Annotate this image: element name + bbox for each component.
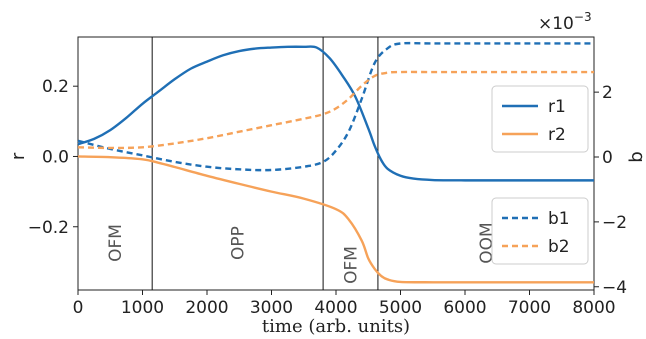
right-y-tick-label: 2	[602, 83, 613, 103]
x-tick-label: 6000	[443, 298, 486, 318]
legend-box	[491, 197, 589, 265]
x-tick-label: 1000	[121, 298, 164, 318]
left-y-tick-label: 0.0	[42, 147, 69, 167]
series-line-b2	[77, 70, 594, 150]
x-tick-label: 8000	[572, 298, 615, 318]
left-y-axis-title: r	[8, 152, 29, 160]
x-tick-label: 2000	[185, 298, 228, 318]
legend-label-b2: b2	[548, 237, 570, 257]
region-boundary-lines	[151, 37, 379, 290]
right-y-tick-label: −4	[602, 278, 627, 298]
right-y-axis-title: b	[626, 151, 646, 162]
x-tick-label: 3000	[250, 298, 293, 318]
series-line-b1	[77, 41, 594, 172]
series-line-r1	[77, 45, 594, 182]
left-y-tick-label: 0.2	[42, 77, 69, 97]
region-label: OFM	[106, 224, 126, 262]
legend-label-b1: b1	[548, 209, 570, 229]
legend-label-r1: r1	[548, 97, 566, 117]
region-label: OPP	[229, 226, 249, 260]
x-tick-label: 0	[73, 298, 84, 318]
right-y-tick-label: 0	[602, 148, 613, 168]
series-line-r2	[77, 155, 594, 284]
series-layer	[77, 41, 594, 284]
x-axis-title: time (arb. units)	[262, 316, 410, 337]
multiplier-base: ×10	[538, 14, 574, 34]
left-y-axis: 0.2 0.0 −0.2	[28, 77, 78, 238]
legend-label-r2: r2	[548, 125, 566, 145]
right-y-tick-label: −2	[602, 213, 627, 233]
left-y-tick-label: −0.2	[28, 218, 69, 238]
x-tick-label: 7000	[508, 298, 551, 318]
right-axis-multiplier: ×10−3	[538, 10, 592, 34]
multiplier-exponent: −3	[574, 10, 592, 24]
x-tick-label: 4000	[314, 298, 357, 318]
right-y-axis: 2 0 −2 −4	[594, 83, 627, 298]
region-label: OFM	[342, 246, 362, 284]
x-tick-label: 5000	[379, 298, 422, 318]
legend-box	[491, 85, 589, 153]
x-axis: 0 1000 2000 3000 4000 5000 6000 7000 8000	[73, 290, 616, 318]
